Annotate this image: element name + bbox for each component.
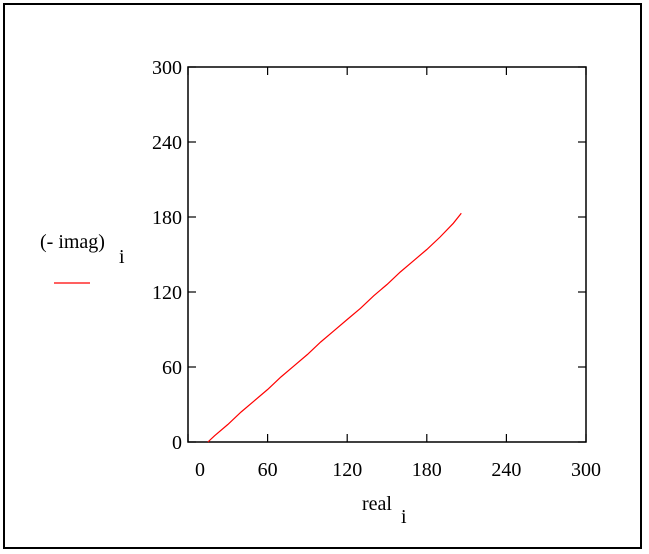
y-tick-label: 0	[172, 432, 182, 454]
series-line	[207, 212, 462, 443]
x-axis-label-subscript: i	[401, 506, 407, 528]
y-tick-label: 60	[162, 357, 182, 379]
y-tick-label: 300	[152, 57, 182, 79]
y-tick-label: 180	[152, 207, 182, 229]
y-axis-label: (- imag)	[40, 231, 105, 253]
x-tick-label: 300	[571, 459, 601, 481]
chart-frame	[3, 3, 642, 549]
y-tick-label: 240	[152, 132, 182, 154]
x-axis-label: real	[362, 493, 392, 515]
y-axis-label-subscript: i	[119, 246, 125, 268]
x-tick-label: 120	[332, 459, 362, 481]
y-tick-label: 120	[152, 282, 182, 304]
x-tick-label: 240	[491, 459, 521, 481]
x-tick-label: 180	[412, 459, 442, 481]
x-tick-label: 0	[195, 459, 205, 481]
x-tick-label: 60	[258, 459, 278, 481]
plot-area	[187, 66, 587, 443]
